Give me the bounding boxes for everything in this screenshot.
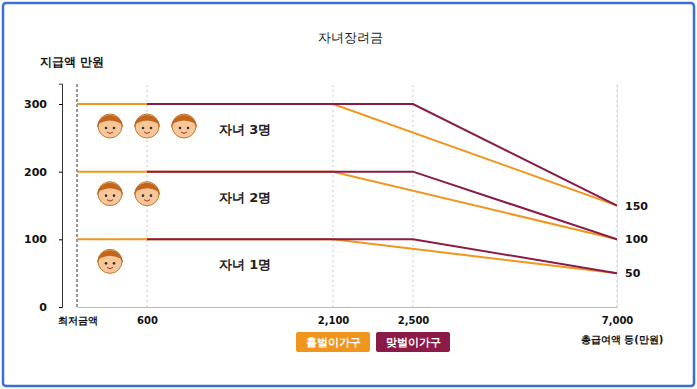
y-axis-title: 지급액 만원 (40, 55, 104, 69)
eye (113, 194, 116, 197)
hair (134, 115, 160, 128)
annotation: 자녀 3명 (219, 122, 272, 137)
face-icon (134, 114, 160, 138)
x-tick-label: 2,100 (318, 315, 350, 326)
y-tick: 300 (24, 98, 62, 111)
x-tick: 600 (137, 307, 158, 326)
eye (179, 127, 182, 130)
face (135, 182, 159, 206)
x-tick-label: 2,500 (398, 315, 430, 326)
series-line (147, 172, 617, 240)
y-tick-mark (59, 172, 62, 173)
eye (105, 127, 108, 130)
face-icon (97, 249, 123, 273)
frame (3, 3, 694, 386)
lines (77, 104, 617, 273)
y-tick: 0 (39, 301, 62, 314)
y2-tick: 150 (617, 200, 648, 213)
mouth (181, 132, 187, 134)
x-tick-label: 최저금액 (58, 315, 98, 326)
chart: 자녀장려금지급액 만원 0 100 200 300 최저금액 600 2,100 2,500 7,… (0, 0, 697, 389)
y2-tick-label: 50 (625, 267, 641, 280)
y-tick: 200 (24, 166, 62, 179)
hair (97, 250, 123, 263)
mouth (144, 132, 150, 134)
legend-swatch (296, 332, 370, 352)
y2-tick-label: 150 (625, 200, 648, 213)
y2-tick-label: 100 (625, 233, 648, 246)
legend-label: 홑벌이가구 (306, 336, 361, 349)
mouth (144, 200, 150, 202)
eye (150, 127, 153, 130)
y-tick-label: 300 (24, 98, 47, 111)
y-tick-label: 0 (39, 301, 47, 314)
y2-tick: 100 (617, 233, 648, 246)
legend: 홑벌이가구 맞벌이가구 (296, 332, 450, 352)
x-tick: 2,500 (398, 307, 430, 326)
face (135, 114, 159, 138)
series-line (147, 104, 617, 206)
y-tick-label: 100 (24, 233, 47, 246)
title: 자녀장려금 (318, 30, 383, 45)
grid-line (77, 84, 78, 307)
face-icon (97, 182, 123, 206)
series-line (77, 239, 617, 273)
x-tick: 최저금액 (58, 307, 98, 326)
eye (105, 194, 108, 197)
hair (97, 115, 123, 128)
face (98, 182, 122, 206)
y-tick-mark (59, 104, 62, 105)
hair (171, 115, 197, 128)
mouth (107, 200, 113, 202)
hair (97, 183, 123, 196)
eye (113, 262, 116, 265)
x-tick-label: 600 (137, 315, 158, 326)
x-tick-label: 7,000 (602, 315, 634, 326)
face-icon (171, 114, 197, 138)
face (98, 249, 122, 273)
eye (142, 194, 145, 197)
eye (187, 127, 190, 130)
face (172, 114, 196, 138)
grid-line (333, 84, 334, 307)
grid (77, 84, 617, 307)
grid-line (413, 84, 414, 307)
annotation: 자녀 2명 (219, 190, 272, 205)
face-icon (134, 182, 160, 206)
y-axis-line (59, 84, 63, 307)
mouth (107, 267, 113, 269)
y-tick: 100 (24, 233, 62, 246)
eye (105, 262, 108, 265)
face-icon (97, 114, 123, 138)
y-tick-mark (59, 307, 62, 308)
legend-swatch (376, 332, 450, 352)
annotations: 자녀 3명자녀 2명자녀 1명 (97, 114, 271, 273)
series-line (77, 172, 617, 240)
x-axis-line (78, 307, 618, 308)
face (98, 114, 122, 138)
eye (142, 127, 145, 130)
legend-label: 맞벌이가구 (386, 336, 441, 349)
y-tick-mark (59, 239, 62, 240)
x-tick: 2,100 (318, 307, 350, 326)
y-axis: 0 100 200 300 (24, 84, 62, 314)
x-axis: 최저금액 600 2,100 2,500 7,000 (58, 307, 634, 326)
mouth (107, 132, 113, 134)
y-tick-label: 200 (24, 166, 47, 179)
y2-tick: 50 (617, 267, 641, 280)
eye (113, 127, 116, 130)
annotation: 자녀 1명 (219, 257, 272, 272)
x-axis-title: 총급여액 등(만원) (581, 334, 664, 345)
y2-axis: 50 100 150 (617, 84, 648, 307)
series-line (77, 104, 617, 206)
series-line (147, 239, 617, 273)
hair (134, 183, 160, 196)
x-tick: 7,000 (602, 307, 634, 326)
eye (150, 194, 153, 197)
y2-axis-line (617, 84, 618, 307)
